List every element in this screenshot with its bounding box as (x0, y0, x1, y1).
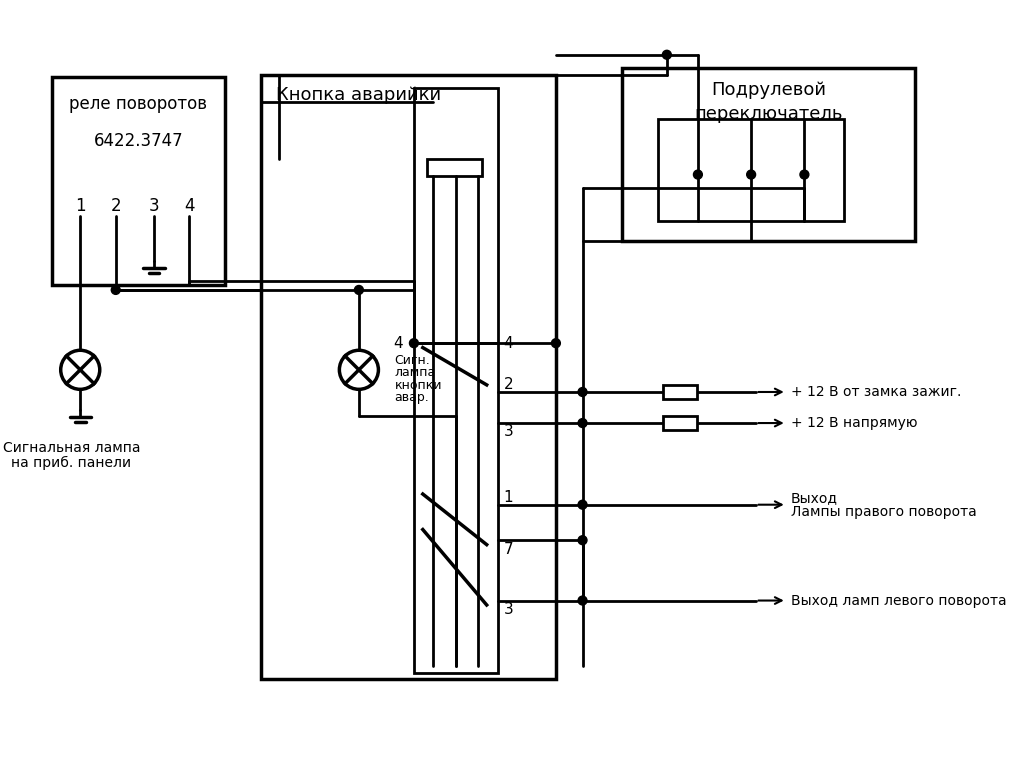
Bar (664, 416, 697, 430)
Text: 7: 7 (504, 541, 513, 557)
Text: Сигн.: Сигн. (394, 354, 430, 367)
Text: 6422.3747: 6422.3747 (93, 132, 183, 150)
Text: 4: 4 (504, 336, 513, 351)
Circle shape (354, 286, 364, 294)
Circle shape (663, 51, 672, 59)
Text: переключатель: переключатель (694, 105, 843, 123)
Text: + 12 В от замка зажиг.: + 12 В от замка зажиг. (792, 385, 962, 399)
Text: 1: 1 (504, 490, 513, 505)
Circle shape (410, 339, 419, 348)
Text: + 12 В напрямую: + 12 В напрямую (792, 416, 918, 430)
Circle shape (579, 419, 587, 428)
Bar (427, 158, 482, 177)
Text: 4: 4 (393, 336, 403, 351)
Circle shape (579, 596, 587, 605)
Bar (623, 68, 915, 241)
Circle shape (579, 388, 587, 396)
Circle shape (579, 500, 587, 509)
Text: Подрулевой: Подрулевой (712, 81, 826, 99)
Text: Лампы правого поворота: Лампы правого поворота (792, 505, 977, 519)
Text: Сигнальная лампа: Сигнальная лампа (3, 441, 140, 455)
Text: 3: 3 (504, 425, 513, 439)
Circle shape (112, 286, 120, 294)
Text: на приб. панели: на приб. панели (11, 456, 131, 470)
Circle shape (60, 350, 99, 389)
Text: 3: 3 (504, 602, 513, 617)
Text: лампа: лампа (394, 366, 435, 379)
Circle shape (746, 170, 756, 179)
Circle shape (693, 170, 702, 179)
Text: 4: 4 (184, 197, 195, 214)
Bar (664, 385, 697, 399)
Bar (414, 88, 499, 674)
Text: 3: 3 (148, 197, 159, 214)
Text: авар.: авар. (394, 391, 429, 404)
Circle shape (579, 536, 587, 545)
Text: 2: 2 (504, 377, 513, 392)
Text: реле поворотов: реле поворотов (70, 94, 208, 113)
Text: кнопки: кнопки (394, 379, 442, 392)
Bar (658, 118, 845, 220)
Text: Кнопка аварийки: Кнопка аварийки (276, 86, 441, 104)
Circle shape (800, 170, 809, 179)
Text: Выход ламп левого поворота: Выход ламп левого поворота (792, 594, 1007, 607)
Circle shape (552, 339, 560, 348)
Circle shape (339, 350, 379, 389)
Bar (261, 75, 556, 679)
Bar (52, 77, 225, 286)
Text: 1: 1 (75, 197, 86, 214)
Text: 2: 2 (111, 197, 121, 214)
Text: Выход: Выход (792, 492, 838, 505)
